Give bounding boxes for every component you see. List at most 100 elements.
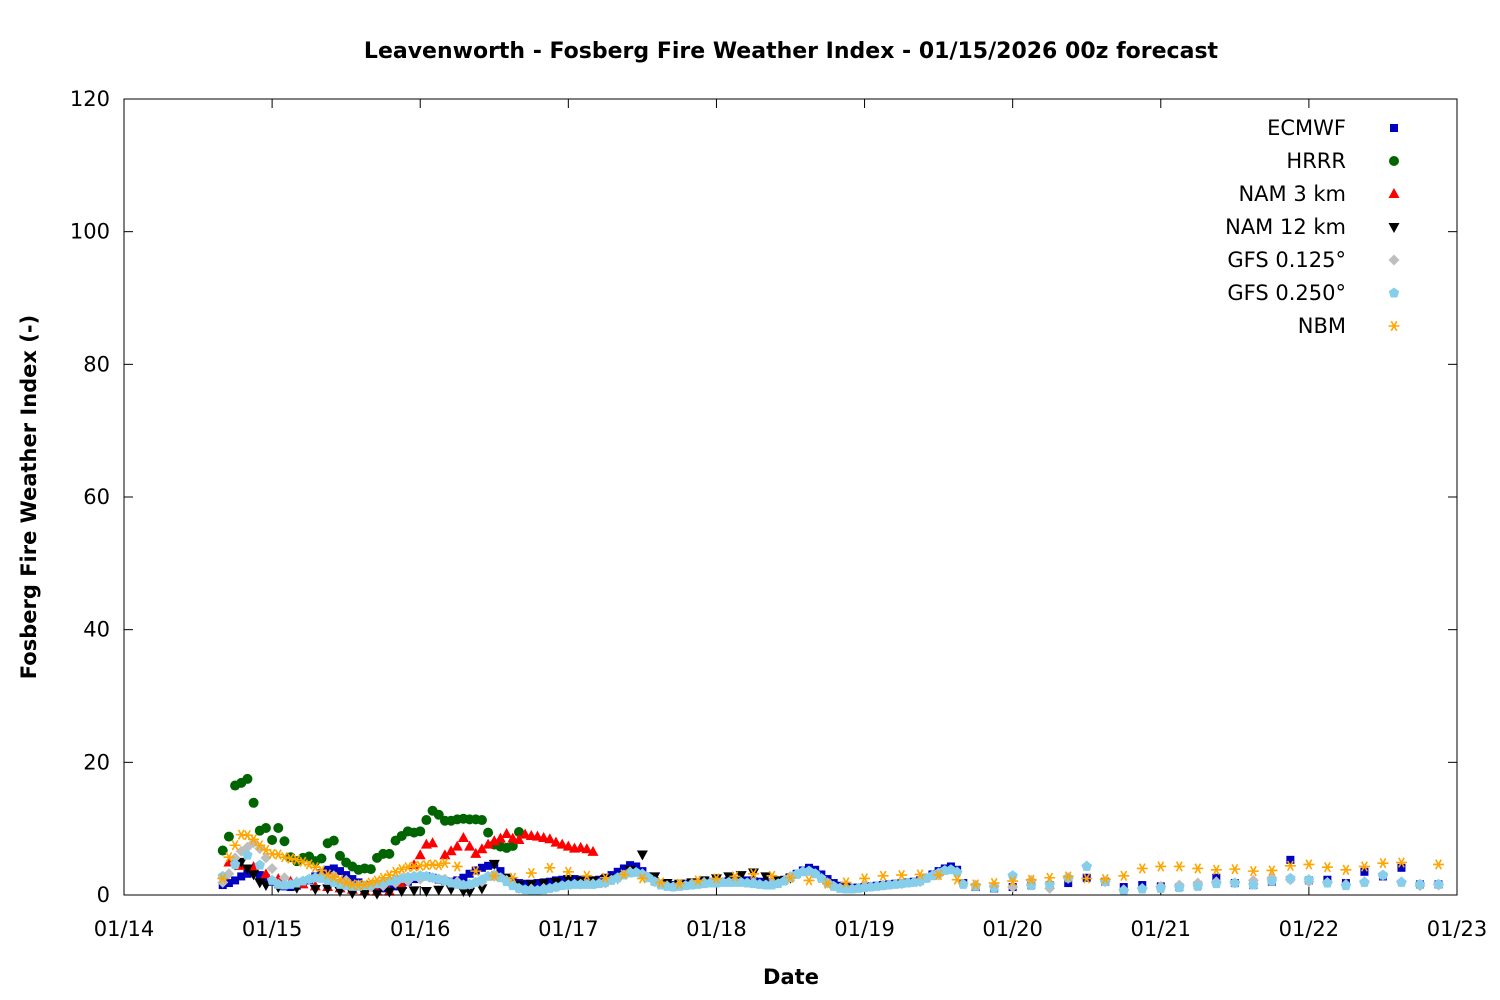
point-nbm <box>365 877 377 888</box>
point-nbm <box>1210 864 1222 875</box>
point-gfs-0-250 <box>1229 877 1241 888</box>
point-nbm <box>988 877 1000 889</box>
legend-label: GFS 0.250° <box>1227 281 1346 305</box>
point-ecmwf <box>335 867 344 876</box>
point-nam-3-km <box>507 832 519 843</box>
point-ecmwf <box>484 861 493 870</box>
point-nam-3-km <box>439 849 451 860</box>
y-tick-label: 100 <box>70 220 110 244</box>
point-nbm <box>1062 871 1074 882</box>
point-hrrr <box>334 850 345 861</box>
point-nam-12-km <box>433 885 445 896</box>
point-nbm <box>951 874 963 885</box>
x-tick-label: 01/17 <box>538 917 599 941</box>
point-nbm <box>1284 860 1296 871</box>
point-nbm <box>914 869 926 880</box>
point-nam-3-km <box>544 833 556 844</box>
point-nbm <box>278 852 290 863</box>
point-hrrr <box>421 815 432 826</box>
point-ecmwf <box>224 879 233 888</box>
point-nbm <box>710 873 722 884</box>
point-ecmwf <box>496 867 505 876</box>
point-nam-3-km <box>457 831 469 842</box>
point-nbm <box>1081 873 1093 884</box>
point-nam-3-km <box>464 840 476 851</box>
point-nam-12-km <box>396 887 408 898</box>
point-ecmwf <box>459 873 468 882</box>
point-nbm <box>433 859 445 871</box>
point-ecmwf <box>533 879 542 888</box>
point-nbm <box>488 870 500 881</box>
point-nbm <box>822 878 834 889</box>
point-hrrr <box>267 834 278 845</box>
point-nbm <box>1229 863 1241 875</box>
point-gfs-0-250 <box>951 866 963 877</box>
point-nbm <box>291 854 303 866</box>
point-nam-3-km <box>476 843 488 854</box>
point-gfs-0-250 <box>1433 878 1444 889</box>
point-hrrr <box>328 835 339 846</box>
point-nbm <box>1303 859 1315 870</box>
point-nbm <box>439 857 451 869</box>
legend-marker <box>1388 320 1400 332</box>
point-nbm <box>692 875 704 886</box>
point-gfs-0-125 <box>266 862 278 874</box>
point-nam-12-km <box>735 871 747 882</box>
point-ecmwf <box>619 864 628 873</box>
point-hrrr <box>365 864 376 875</box>
x-tick-label: 01/21 <box>1131 917 1192 941</box>
point-nbm <box>1192 863 1204 874</box>
point-gfs-0-250 <box>1211 878 1222 889</box>
point-gfs-0-250 <box>1414 878 1426 889</box>
y-tick-label: 0 <box>97 883 110 907</box>
x-tick-label: 01/14 <box>94 917 155 941</box>
point-gfs-0-250 <box>229 858 241 869</box>
point-ecmwf <box>1360 867 1369 876</box>
point-nbm <box>933 869 945 881</box>
point-nam-12-km <box>636 850 648 861</box>
point-nbm <box>217 873 229 884</box>
point-nam-3-km <box>556 838 568 849</box>
point-nam-12-km <box>408 886 420 897</box>
point-nam-12-km <box>760 872 772 883</box>
x-tick-label: 01/22 <box>1279 917 1340 941</box>
point-ecmwf <box>231 876 240 885</box>
point-ecmwf <box>1397 863 1406 872</box>
series-gfs-0-250 <box>217 849 1444 896</box>
plot-border <box>123 98 1458 896</box>
point-gfs-0-250 <box>1174 882 1185 893</box>
point-nbm <box>729 871 741 882</box>
y-tick-label: 40 <box>83 618 110 642</box>
point-hrrr <box>513 826 524 837</box>
point-nbm <box>525 867 537 879</box>
point-hrrr <box>483 827 494 838</box>
point-nbm <box>1136 863 1148 874</box>
point-nam-3-km <box>396 879 408 890</box>
point-gfs-0-250 <box>254 859 265 870</box>
point-hrrr <box>433 809 444 820</box>
point-nam-3-km <box>445 845 457 856</box>
point-ecmwf <box>237 872 246 881</box>
point-nam-3-km <box>519 828 531 839</box>
point-nbm <box>655 877 667 888</box>
point-nam-3-km <box>581 843 593 854</box>
legend-label: NAM 3 km <box>1238 182 1346 206</box>
point-gfs-0-250 <box>1377 869 1389 880</box>
point-nam-3-km <box>513 833 525 844</box>
point-nbm <box>636 873 648 884</box>
point-nbm <box>618 869 630 880</box>
point-nbm <box>859 873 871 884</box>
point-nbm <box>1321 861 1333 873</box>
point-gfs-0-125 <box>229 852 241 864</box>
point-ecmwf <box>255 871 264 880</box>
point-nam-3-km <box>550 836 562 847</box>
point-nam-3-km <box>562 840 574 851</box>
point-nbm <box>396 863 408 875</box>
point-hrrr <box>217 845 228 856</box>
legend-label: NBM <box>1298 314 1346 338</box>
point-nbm <box>1007 875 1019 887</box>
point-gfs-0-250 <box>1137 883 1148 894</box>
point-gfs-0-250 <box>1266 875 1278 886</box>
y-tick-label: 20 <box>83 750 110 774</box>
